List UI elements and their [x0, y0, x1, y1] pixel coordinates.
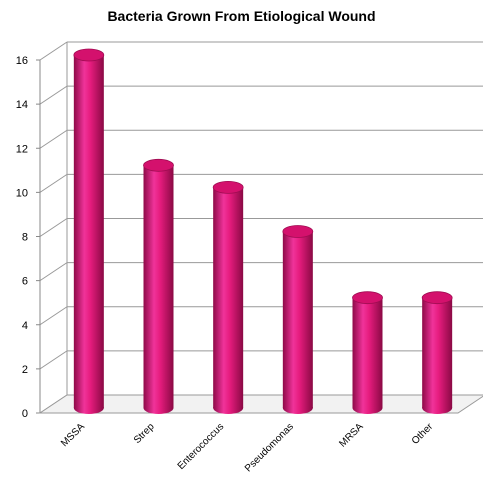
bar-body — [213, 187, 244, 408]
bar-base — [282, 402, 313, 414]
bar-base — [143, 402, 174, 414]
x-tick-label: Enterococcus — [176, 421, 227, 472]
gridline-side — [39, 85, 68, 105]
bar-strep — [143, 158, 174, 414]
y-tick-label: 14 — [16, 99, 28, 111]
chart-title: Bacteria Grown From Etiological Wound — [107, 8, 376, 24]
gridline-side — [39, 218, 68, 237]
bar-top — [352, 291, 383, 305]
x-tick-label: Strep — [132, 421, 157, 446]
bar-mssa — [73, 48, 105, 414]
gridline-side — [39, 41, 68, 61]
bar-enterococcus — [212, 180, 244, 414]
bar-mrsa — [352, 291, 383, 414]
y-tick-label: 6 — [22, 276, 28, 288]
bar-body — [422, 297, 453, 408]
bar-body — [143, 165, 174, 408]
bar-top — [143, 158, 174, 172]
y-tick-label: 10 — [16, 187, 28, 199]
gridline-side — [39, 306, 68, 326]
gridline-side — [39, 173, 68, 193]
bar-body — [282, 231, 313, 408]
bar-top — [421, 291, 453, 305]
bar-body — [73, 55, 104, 408]
y-tick-label: 12 — [16, 143, 28, 155]
y-tick-label: 16 — [16, 55, 28, 67]
bar-other — [421, 291, 453, 414]
bar-base — [422, 402, 453, 414]
bar-base — [73, 402, 104, 414]
gridline-side — [39, 262, 68, 282]
x-tick-label: Pseudomonas — [243, 421, 296, 474]
bar-base — [352, 402, 383, 414]
bar-pseudomonas — [282, 225, 314, 414]
gridline-side — [39, 350, 68, 370]
gridline-side — [39, 129, 68, 149]
bar-body — [352, 297, 383, 408]
y-tick-label: 8 — [22, 232, 28, 244]
y-tick-label: 4 — [22, 320, 28, 332]
y-tick-label: 0 — [22, 408, 28, 420]
x-tick-label: MSSA — [59, 421, 87, 449]
bar-top — [212, 180, 244, 194]
chart-floor — [38, 394, 483, 414]
bar-top — [73, 48, 105, 62]
y-tick-label: 2 — [22, 364, 28, 376]
bar-base — [213, 402, 244, 414]
x-tick-label: Other — [410, 421, 436, 447]
x-tick-label: MRSA — [337, 421, 365, 449]
bar-top — [282, 225, 314, 238]
